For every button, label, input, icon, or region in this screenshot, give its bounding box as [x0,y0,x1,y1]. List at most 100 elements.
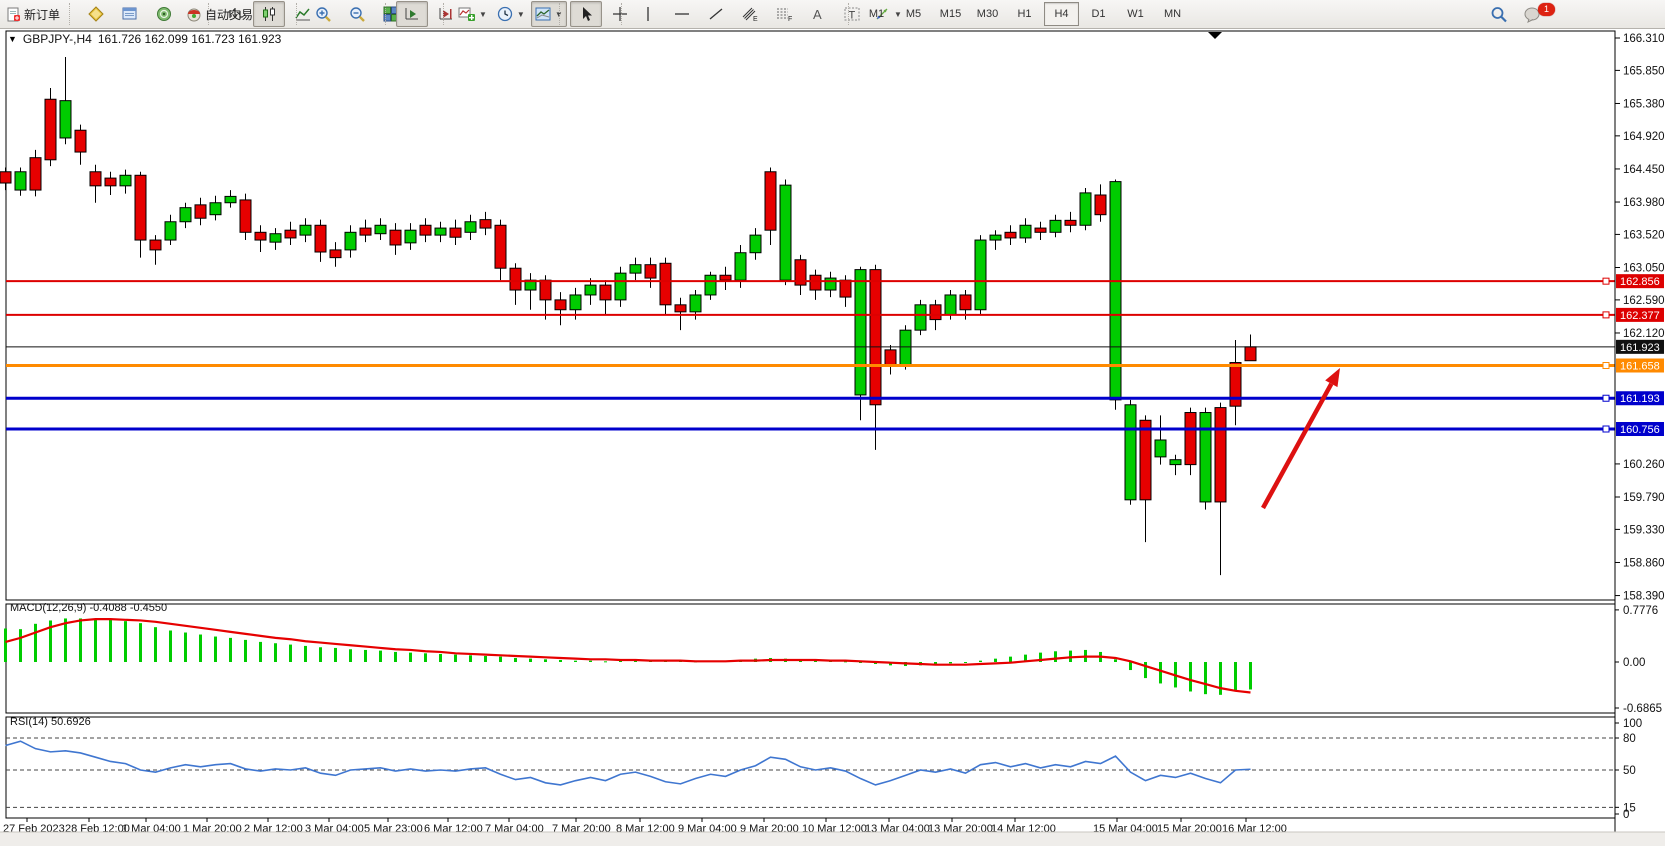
timeframe-group: M1 M5 M15 M30 H1 H4 D1 W1 MN [845,1,1190,27]
price-tick-label: 162.120 [1623,328,1665,340]
macd-histogram-bar [34,623,37,662]
price-tick-label: 166.310 [1623,33,1665,45]
toolbar: 新订单 自动交易 [0,0,1665,29]
tab-timeframe-w1[interactable]: W1 [1127,8,1144,20]
vertical-line-icon [647,7,649,21]
shapes-button[interactable]: ▼ [870,1,906,27]
macd-histogram-bar [424,653,427,662]
navigator-button[interactable] [148,1,180,27]
zoom-out-button[interactable] [341,1,373,27]
periods-button[interactable]: ▼ [493,1,529,27]
candle-body [329,249,342,259]
tab-timeframe-mn[interactable]: MN [1163,8,1182,20]
price-line-label-box [1616,339,1664,354]
notifications-button[interactable]: 1 [1517,1,1555,27]
search-button[interactable] [1483,1,1515,27]
fibonacci-icon: F [776,8,792,22]
price-line-label-box [1616,422,1664,437]
macd-histogram-bar [1249,662,1252,690]
separator [208,3,214,25]
candle-body [404,229,417,244]
chevron-down-icon: ▼ [516,9,525,19]
price-tick-label: 164.450 [1623,164,1665,176]
candle-body [1154,439,1167,458]
candle-body [614,272,627,301]
price-tick-label: 158.860 [1623,557,1665,569]
macd-histogram-bar [79,618,82,662]
tab-timeframe-h1[interactable]: H1 [1017,8,1032,20]
macd-histogram-bar [439,653,442,662]
new-order-button[interactable]: 新订单 [2,1,64,27]
line-end-handle[interactable] [1602,277,1610,285]
symbol-period-label: GBPJPY-,H4 [22,32,92,46]
channel-button[interactable]: E [734,1,766,27]
indicators-button[interactable]: ▼ [454,1,491,27]
macd-histogram-bar [4,628,7,662]
candle-body [344,231,357,251]
text-button[interactable]: A [802,1,834,27]
time-axis-label: 2 Mar 12:00 [244,823,303,835]
candle-body [944,294,957,316]
macd-histogram-bar [289,644,292,662]
autotrading-icon [187,8,201,22]
auto-scroll-button[interactable] [396,1,428,27]
cursor-button[interactable] [570,1,602,27]
arrow-annotation-head[interactable] [1325,368,1340,388]
arrow-annotation-line[interactable] [1261,382,1334,510]
line-end-handle[interactable] [1602,425,1610,433]
separator [69,3,75,25]
time-axis-label: 3 Mar 04:00 [305,823,364,835]
navigator-icon [157,7,172,21]
macd-histogram-bar [1039,652,1042,662]
tab-timeframe-h4[interactable]: H4 [1044,2,1079,26]
tab-timeframe-m15[interactable]: M15 [939,8,962,20]
tab-timeframe-m30[interactable]: M30 [976,8,999,20]
vertical-line-button[interactable] [632,1,664,27]
bar-chart-button[interactable] [219,1,251,27]
tab-timeframe-m5[interactable]: M5 [905,8,922,20]
trendline-button[interactable] [700,1,732,27]
candlestick-icon [263,7,275,21]
tab-timeframe-m1[interactable]: M1 [868,8,885,20]
macd-histogram-bar [1204,662,1207,695]
macd-histogram-bar [1159,662,1162,684]
line-end-handle[interactable] [1602,311,1610,319]
line-end-handle[interactable] [1602,362,1610,370]
candlestick-chart-button[interactable] [253,1,285,27]
template-button[interactable]: ▼ [530,1,567,27]
macd-axis-label: 0.7776 [1623,605,1658,617]
horizontal-line-icon [675,13,689,15]
candle-body [434,227,447,236]
candle-body [254,231,267,241]
data-window-button[interactable] [114,1,146,27]
macd-histogram-bar [934,662,937,665]
macd-histogram-bar [634,660,637,662]
indicators-icon [458,7,475,21]
symbol-collapse-icon[interactable]: ▼ [8,34,17,44]
horizontal-line-button[interactable] [666,1,698,27]
candle-body [224,195,237,204]
price-tick-label: 162.590 [1623,295,1665,307]
market-watch-button[interactable] [80,1,112,27]
line-chart-button[interactable] [287,1,319,27]
chart-shift-button[interactable] [430,1,462,27]
macd-axis-label: -0.6865 [1623,703,1662,715]
macd-signal-line [5,618,1251,694]
macd-histogram-bar [1054,651,1057,662]
autotrading-button[interactable]: 自动交易 [182,1,257,27]
chart-menu-triangle-icon[interactable] [1208,32,1222,39]
candle-body [959,294,972,311]
zoom-in-button[interactable] [307,1,339,27]
fibonacci-button[interactable]: F [768,1,800,27]
candle-body [854,269,867,396]
macd-histogram-bar [169,630,172,662]
svg-text:T: T [848,10,855,22]
rsi-line [5,740,1251,786]
macd-histogram-bar [49,620,52,662]
line-end-handle[interactable] [1602,394,1610,402]
cursor-icon [582,7,592,21]
crosshair-button[interactable] [604,1,636,27]
tab-timeframe-d1[interactable]: D1 [1091,8,1106,20]
text-label-button[interactable]: T [836,1,868,27]
separator [848,3,854,25]
